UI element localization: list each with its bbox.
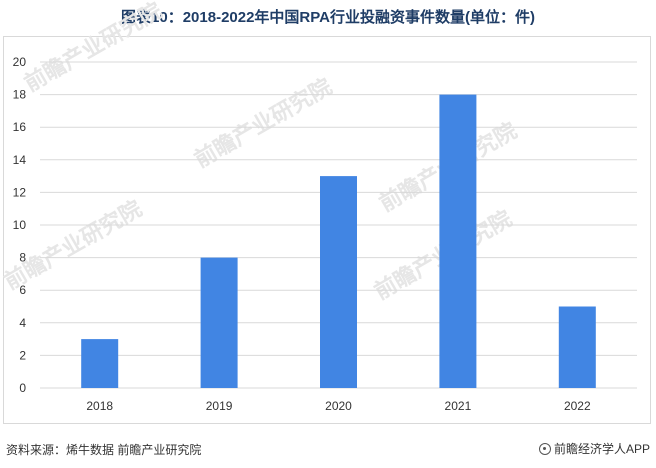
y-axis-ticks: 0 2 4 6 8 10 12 14 16 18 20	[13, 55, 27, 395]
y-tick-label: 4	[19, 316, 26, 330]
bar-2021	[439, 94, 477, 388]
x-axis-ticks: 2018 2019 2020 2021 2022	[86, 399, 591, 413]
brand-label: 前瞻经济学人APP	[553, 442, 650, 456]
y-tick-label: 16	[13, 120, 27, 134]
qianzhan-logo-icon	[538, 442, 551, 455]
bar-2020	[320, 176, 357, 388]
watermark-text: 前瞻产业研究院	[0, 196, 146, 296]
brand-credit: 前瞻经济学人APP	[538, 440, 650, 457]
watermark-text: 前瞻产业研究院	[190, 74, 336, 174]
y-tick-label: 18	[13, 88, 27, 102]
x-tick-label: 2019	[206, 399, 233, 413]
x-tick-label: 2022	[564, 399, 591, 413]
y-tick-label: 12	[13, 185, 27, 199]
y-tick-label: 6	[19, 283, 26, 297]
x-tick-label: 2021	[445, 399, 472, 413]
x-tick-label: 2020	[325, 399, 352, 413]
y-tick-label: 2	[19, 348, 26, 362]
bar-2022	[558, 306, 596, 388]
bar-2019	[200, 257, 238, 388]
bar-2018	[81, 339, 119, 388]
chart-title: 图表10：2018-2022年中国RPA行业投融资事件数量(单位：件)	[121, 9, 535, 26]
bars	[81, 94, 596, 388]
watermark-text: 前瞻产业研究院	[20, 0, 166, 97]
y-tick-label: 20	[13, 55, 27, 69]
chart-frame	[3, 36, 651, 424]
y-tick-label: 8	[19, 251, 26, 265]
source-note: 资料来源：烯牛数据 前瞻产业研究院	[6, 443, 202, 457]
y-tick-label: 0	[19, 381, 26, 395]
y-tick-label: 14	[13, 153, 27, 167]
x-tick-label: 2018	[86, 399, 113, 413]
bar-chart: 前瞻产业研究院前瞻产业研究院前瞻产业研究院前瞻产业研究院前瞻产业研究院 0246…	[0, 0, 637, 413]
y-tick-label: 10	[13, 218, 27, 232]
